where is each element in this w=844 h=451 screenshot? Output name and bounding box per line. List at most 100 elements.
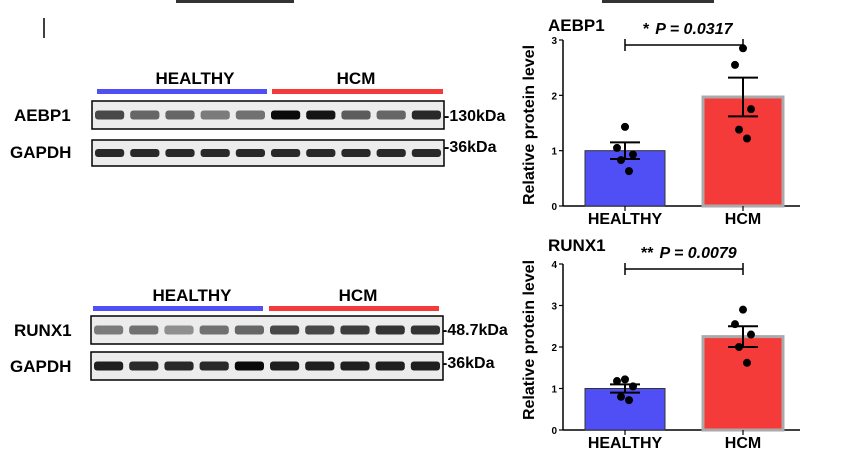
blot-band: [200, 149, 230, 157]
blot-band: [129, 325, 159, 335]
blot-band: [340, 361, 370, 371]
blot-marker-label: -36kDa: [442, 355, 495, 372]
p-value: P = 0.0079: [659, 245, 736, 262]
data-point: [743, 134, 751, 143]
group-bar-hcm: [269, 306, 439, 311]
chart-title: AEBP1: [548, 16, 605, 35]
blot-band: [164, 325, 194, 335]
group-bar-healthy: [97, 89, 267, 94]
blot-band: [411, 149, 441, 157]
y-axis-label: Relative protein level: [521, 260, 538, 420]
group-label-healthy: HEALTHY: [155, 69, 235, 88]
data-point: [629, 382, 637, 391]
y-tick-label: 4: [551, 260, 557, 271]
blot-row-label: GAPDH: [10, 143, 71, 162]
blot-band: [375, 325, 405, 335]
x-tick-label: HCM: [725, 435, 761, 451]
blot-band: [410, 361, 440, 371]
significance-stars: *: [643, 21, 650, 38]
blot-band: [270, 361, 300, 371]
data-point: [747, 330, 755, 339]
blot-band: [164, 361, 194, 371]
blot-band: [234, 361, 264, 371]
blot-band: [130, 110, 160, 120]
blot-band: [375, 361, 405, 371]
blot-lanes-runx1: [94, 325, 440, 335]
data-point: [625, 167, 633, 176]
y-tick-label: 2: [551, 91, 557, 102]
data-point: [747, 105, 755, 114]
blot-band: [94, 361, 124, 371]
data-point: [613, 377, 621, 386]
data-point: [629, 150, 637, 159]
y-axis-label: Relative protein level: [521, 45, 538, 205]
data-point: [735, 125, 743, 134]
group-label-hcm: HCM: [339, 286, 378, 305]
blot-marker-label: -48.7kDa: [442, 322, 508, 339]
y-tick-label: 1: [551, 385, 557, 396]
blot-row-label: AEBP1: [14, 106, 71, 125]
group-label-healthy: HEALTHY: [152, 286, 232, 305]
blot-band: [306, 110, 336, 120]
data-point: [621, 375, 629, 384]
blot-band: [270, 325, 300, 335]
chart-title: RUNX1: [548, 236, 606, 255]
group-label-hcm: HCM: [337, 69, 376, 88]
data-point: [613, 143, 621, 152]
blot-band: [341, 110, 371, 120]
blot-band: [271, 149, 301, 157]
blot-marker-label: -130kDa: [444, 108, 505, 125]
x-tick-label: HEALTHY: [588, 435, 663, 451]
blot-panel-runx1: HEALTHY HCM RUNX1 -48.7kDa GAPDH -36kDa: [10, 286, 508, 381]
group-bar-healthy: [93, 306, 263, 311]
data-point: [617, 392, 625, 401]
cropped-label-remnant-left: [176, 0, 294, 3]
data-point: [739, 305, 747, 314]
blot-band: [199, 361, 229, 371]
blot-lanes-aebp1: [95, 110, 441, 120]
blot-lanes-gapdh: [94, 361, 440, 371]
y-tick-label: 0: [551, 426, 557, 437]
blot-row-label: RUNX1: [14, 321, 72, 340]
data-point: [735, 343, 743, 351]
y-tick-label: 3: [551, 36, 557, 47]
blot-panel-aebp1: HEALTHY HCM AEBP1 -130kDa GAPDH -36kDa: [10, 69, 505, 167]
bar-chart-runx1: RUNX1 Relative protein level 0 1 2 3 4 HEALTH…: [521, 236, 800, 451]
blot-band: [410, 325, 440, 335]
x-tick-label: HEALTHY: [588, 211, 663, 228]
blot-band: [199, 325, 229, 335]
blot-band: [94, 325, 124, 335]
blot-band: [271, 110, 301, 120]
blot-band: [305, 361, 335, 371]
blot-row-label: GAPDH: [10, 357, 71, 376]
data-point: [743, 358, 751, 367]
bar-hcm: [701, 335, 785, 432]
significance-stars: **: [641, 245, 654, 262]
blot-lanes-gapdh: [95, 149, 441, 157]
y-tick-label: 1: [551, 147, 557, 158]
blot-band: [165, 110, 195, 120]
blot-marker-label: -36kDa: [444, 139, 497, 156]
blot-band: [376, 149, 406, 157]
blot-band: [200, 110, 230, 120]
blot-band: [235, 149, 265, 157]
bar-healthy: [584, 388, 666, 431]
blot-band: [235, 110, 265, 120]
blot-band: [305, 325, 335, 335]
blot-band: [165, 149, 195, 157]
significance-label: ** P = 0.0079: [641, 245, 737, 262]
significance-label: * P = 0.0317: [643, 21, 734, 38]
blot-band: [95, 149, 125, 157]
data-point: [625, 396, 633, 405]
blot-band: [129, 361, 159, 371]
blot-band: [340, 325, 370, 335]
blot-band: [411, 110, 441, 120]
bar-chart-aebp1: AEBP1 Relative protein level 0 1 2 3 HEALTHY…: [521, 16, 800, 228]
blot-band: [95, 110, 125, 120]
blot-band: [306, 149, 336, 157]
blot-band: [376, 110, 406, 120]
blot-band: [234, 325, 264, 335]
cropped-label-remnant-right: [602, 0, 714, 3]
p-value: P = 0.0317: [655, 21, 733, 38]
